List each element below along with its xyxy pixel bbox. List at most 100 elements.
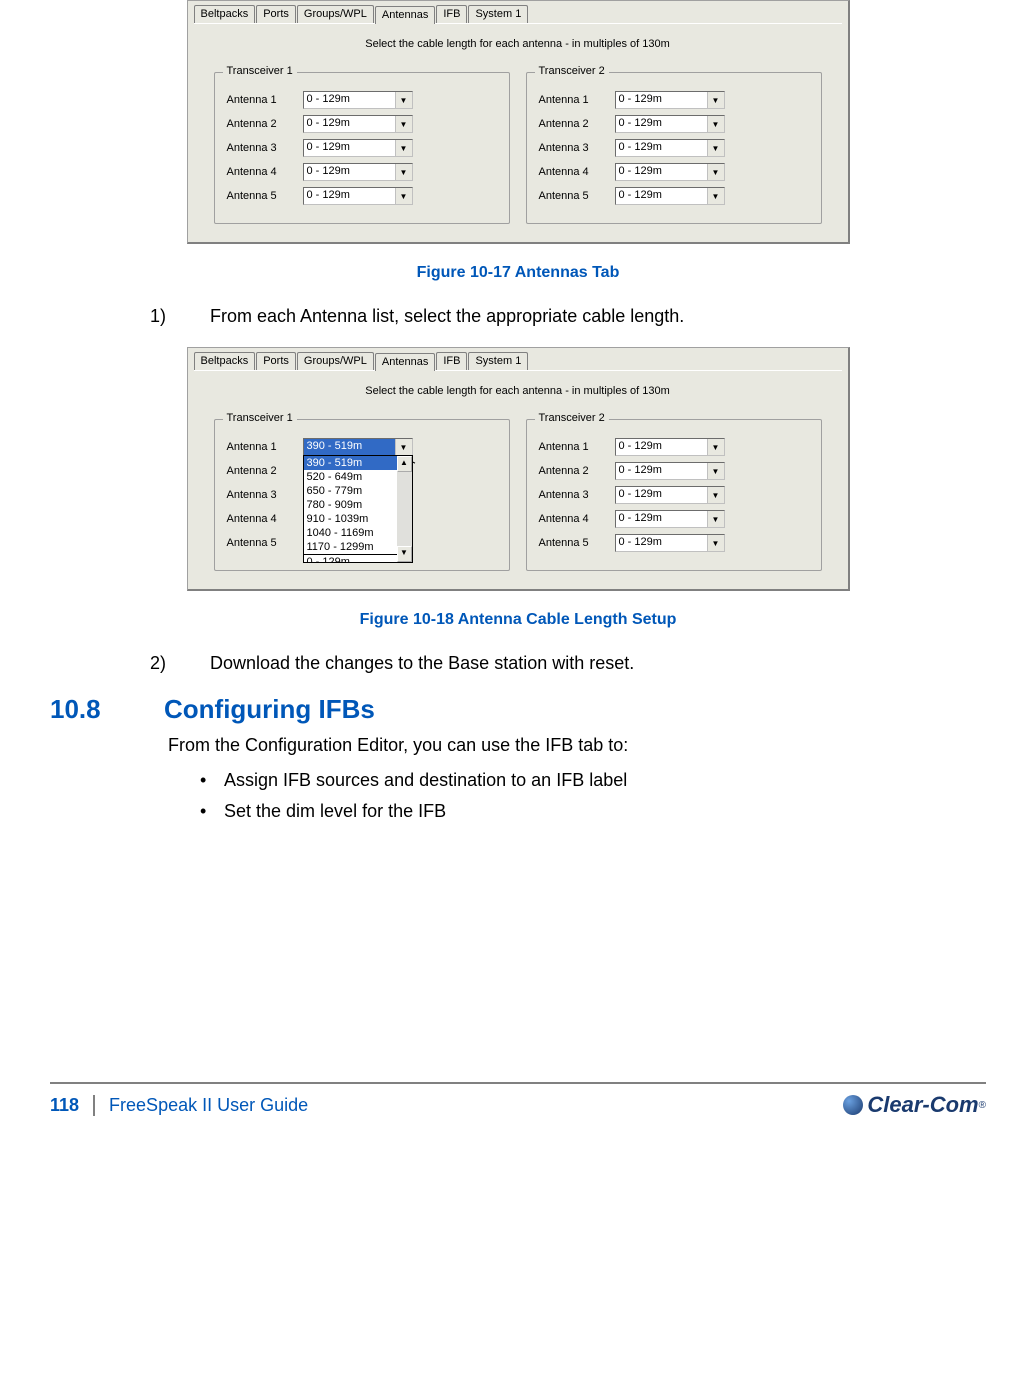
clearcom-logo: Clear-Com ®	[843, 1092, 986, 1118]
antenna-label: Antenna 2	[227, 118, 303, 130]
cable-length-select[interactable]: 0 - 129m▼	[615, 462, 725, 480]
scroll-down-icon[interactable]: ▼	[397, 546, 412, 562]
cable-length-select[interactable]: 0 - 129m▼	[615, 510, 725, 528]
tab-ifb[interactable]: IFB	[436, 5, 467, 23]
scroll-track[interactable]	[397, 472, 412, 546]
antenna-row: Antenna 50 - 129m▼	[539, 187, 809, 205]
dropdown-option[interactable]: 1170 - 1299m	[304, 540, 412, 554]
transceiver-1-group-2: Transceiver 1 Antenna 1390 - 519m▼390 - …	[214, 419, 510, 571]
antenna-label: Antenna 2	[227, 465, 303, 477]
dropdown-arrow-icon[interactable]: ▼	[395, 439, 412, 455]
cable-length-select[interactable]: 0 - 129m▼	[303, 163, 413, 181]
dropdown-arrow-icon[interactable]: ▼	[707, 140, 724, 156]
step-2-num: 2)	[150, 653, 176, 674]
antenna-label: Antenna 3	[227, 489, 303, 501]
cable-length-select[interactable]: 0 - 129m▼	[615, 438, 725, 456]
dropdown-arrow-icon[interactable]: ▼	[395, 164, 412, 180]
cable-length-select[interactable]: 0 - 129m▼	[615, 534, 725, 552]
antenna-label: Antenna 4	[539, 513, 615, 525]
dropdown-option[interactable]: 780 - 909m	[304, 498, 412, 512]
select-value: 0 - 129m	[616, 116, 707, 132]
tab-ports-2[interactable]: Ports	[256, 352, 296, 370]
cable-length-select[interactable]: 0 - 129m▼	[303, 139, 413, 157]
dropdown-arrow-icon[interactable]: ▼	[707, 92, 724, 108]
antenna-row: Antenna 30 - 129m▼	[539, 139, 809, 157]
cable-length-select[interactable]: 0 - 129m▼	[615, 163, 725, 181]
dropdown-list[interactable]: 390 - 519m520 - 649m650 - 779m780 - 909m…	[303, 455, 413, 563]
antenna-row: Antenna 40 - 129m▼	[227, 163, 497, 181]
section-heading: 10.8 Configuring IFBs	[50, 694, 986, 725]
scroll-up-icon[interactable]: ▲	[397, 456, 412, 472]
cable-length-select[interactable]: 0 - 129m▼	[615, 486, 725, 504]
select-value: 0 - 129m	[616, 511, 707, 527]
cable-length-select[interactable]: 0 - 129m▼	[303, 115, 413, 133]
instruction-text: Select the cable length for each antenna…	[194, 38, 842, 50]
bullet-dot-icon: •	[200, 801, 210, 822]
section-number: 10.8	[50, 694, 130, 725]
dropdown-scrollbar[interactable]: ▲▼	[397, 456, 412, 562]
cable-length-select[interactable]: 0 - 129m▼	[615, 115, 725, 133]
dropdown-arrow-icon[interactable]: ▼	[707, 188, 724, 204]
dropdown-arrow-icon[interactable]: ▼	[395, 188, 412, 204]
cable-length-select[interactable]: 0 - 129m▼	[615, 187, 725, 205]
dropdown-arrow-icon[interactable]: ▼	[707, 439, 724, 455]
antenna-label: Antenna 3	[227, 142, 303, 154]
select-value: 390 - 519m	[304, 439, 395, 455]
cable-length-select[interactable]: 0 - 129m▼	[615, 91, 725, 109]
tab-ifb-2[interactable]: IFB	[436, 352, 467, 370]
tab-system1[interactable]: System 1	[468, 5, 528, 23]
antenna-row: Antenna 40 - 129m▼	[539, 163, 809, 181]
antenna-label: Antenna 3	[539, 142, 615, 154]
dropdown-arrow-icon[interactable]: ▼	[707, 535, 724, 551]
tab-ports[interactable]: Ports	[256, 5, 296, 23]
tab-beltpacks-2[interactable]: Beltpacks	[194, 352, 256, 370]
tab-antennas[interactable]: Antennas	[375, 6, 435, 24]
antenna-label: Antenna 4	[227, 166, 303, 178]
tab-beltpacks[interactable]: Beltpacks	[194, 5, 256, 23]
tab-system1-2[interactable]: System 1	[468, 352, 528, 370]
dropdown-arrow-icon[interactable]: ▼	[707, 116, 724, 132]
page-footer: 118 FreeSpeak II User Guide Clear-Com ®	[50, 1082, 986, 1118]
antenna-row: Antenna 20 - 129m▼	[539, 462, 809, 480]
select-value: 0 - 129m	[616, 92, 707, 108]
antenna-label: Antenna 1	[227, 94, 303, 106]
bullet-list: • Assign IFB sources and destination to …	[200, 770, 986, 822]
dropdown-arrow-icon[interactable]: ▼	[707, 164, 724, 180]
select-value: 0 - 129m	[304, 164, 395, 180]
dropdown-option[interactable]: 520 - 649m	[304, 470, 412, 484]
select-value: 0 - 129m	[304, 140, 395, 156]
step-2: 2) Download the changes to the Base stat…	[150, 653, 986, 674]
bullet-dot-icon: •	[200, 770, 210, 791]
tab-groups-wpl[interactable]: Groups/WPL	[297, 5, 374, 23]
logo-globe-icon	[843, 1095, 863, 1115]
instruction-text-2: Select the cable length for each antenna…	[194, 385, 842, 397]
dropdown-option[interactable]: 0 - 129m	[304, 554, 412, 562]
cable-length-select[interactable]: 0 - 129m▼	[615, 139, 725, 157]
tab-antennas-2[interactable]: Antennas	[375, 353, 435, 371]
dropdown-option[interactable]: 910 - 1039m	[304, 512, 412, 526]
antenna-label: Antenna 1	[227, 441, 303, 453]
dropdown-arrow-icon[interactable]: ▼	[395, 140, 412, 156]
transceiver-1-legend: Transceiver 1	[223, 65, 297, 77]
logo-registered-icon: ®	[979, 1100, 986, 1111]
dropdown-option[interactable]: 1040 - 1169m	[304, 526, 412, 540]
antenna-row: Antenna 20 - 129m▼	[227, 115, 497, 133]
dropdown-arrow-icon[interactable]: ▼	[707, 463, 724, 479]
antenna-label: Antenna 2	[539, 118, 615, 130]
dropdown-arrow-icon[interactable]: ▼	[395, 116, 412, 132]
dropdown-arrow-icon[interactable]: ▼	[707, 511, 724, 527]
antenna-row: Antenna 1390 - 519m▼390 - 519m520 - 649m…	[227, 438, 497, 456]
cable-length-select[interactable]: 0 - 129m▼	[303, 91, 413, 109]
dropdown-arrow-icon[interactable]: ▼	[707, 487, 724, 503]
dropdown-option[interactable]: 650 - 779m	[304, 484, 412, 498]
bullet-1-text: Assign IFB sources and destination to an…	[224, 770, 627, 791]
dropdown-arrow-icon[interactable]: ▼	[395, 92, 412, 108]
cable-length-select[interactable]: 0 - 129m▼	[303, 187, 413, 205]
select-value: 0 - 129m	[616, 164, 707, 180]
cable-length-select[interactable]: 390 - 519m▼	[303, 438, 413, 456]
tab-groups-wpl-2[interactable]: Groups/WPL	[297, 352, 374, 370]
section-title: Configuring IFBs	[164, 694, 375, 725]
dropdown-option[interactable]: 390 - 519m	[304, 456, 412, 470]
antenna-label: Antenna 5	[539, 537, 615, 549]
transceiver-2-legend-2: Transceiver 2	[535, 412, 609, 424]
